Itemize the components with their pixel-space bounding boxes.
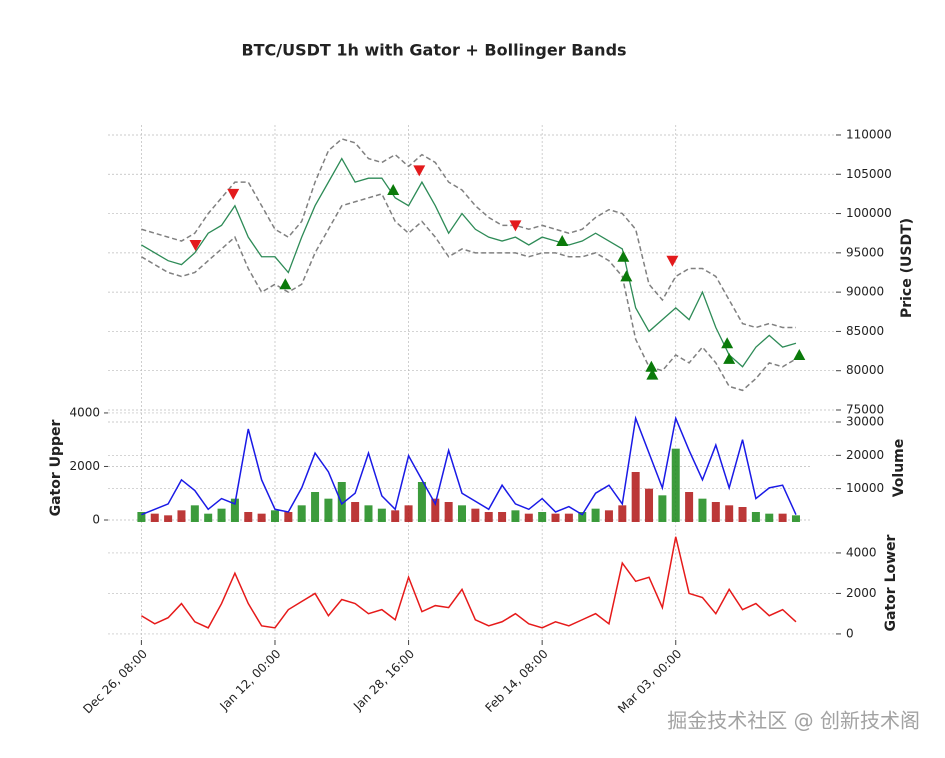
y-tick-label: 2000 — [69, 459, 100, 473]
volume-bar — [230, 498, 239, 522]
volume-bar — [458, 505, 467, 522]
volume-bar — [417, 482, 426, 522]
y-tick-label: 2000 — [846, 586, 877, 600]
bollinger-lower — [141, 193, 797, 392]
y-tick-label: 100000 — [846, 206, 892, 220]
buy-marker — [617, 250, 630, 262]
buy-marker — [793, 348, 806, 360]
volume-bar — [204, 513, 213, 522]
bollinger-upper — [141, 138, 796, 329]
y-tick-label: 95000 — [846, 245, 884, 259]
volume-bar — [244, 512, 253, 522]
y-tick-label: 4000 — [69, 405, 100, 419]
price-line — [141, 157, 797, 368]
volume-bar — [591, 508, 600, 522]
volume-bar — [538, 512, 547, 522]
y-tick-label: 85000 — [846, 324, 884, 338]
sell-marker — [413, 165, 426, 177]
y-tick-label: 75000 — [846, 403, 884, 417]
gator-lower-line — [141, 536, 797, 629]
volume-bar — [377, 508, 386, 522]
volume-bar — [190, 505, 199, 522]
volume-bar — [351, 502, 360, 522]
volume-bar — [671, 448, 680, 522]
buy-marker — [723, 352, 736, 364]
price-axis-title: Price (USDT) — [899, 218, 915, 318]
volume-bar — [511, 510, 520, 522]
volume-bar — [284, 512, 293, 522]
volume-bar — [471, 508, 480, 522]
watermark: 掘金技术社区 @ 创新技术阁 — [667, 709, 920, 733]
volume-axis-title: Volume — [891, 439, 907, 498]
volume-bar — [364, 505, 373, 522]
x-tick-label: Mar 03, 00:00 — [615, 647, 684, 716]
y-tick-label: 110000 — [846, 127, 892, 141]
sell-marker — [509, 220, 522, 232]
volume-bar — [658, 495, 667, 522]
volume-bar — [270, 510, 279, 522]
volume-bar — [618, 505, 627, 522]
volume-bar — [311, 492, 320, 522]
buy-marker — [721, 337, 734, 349]
volume-bar — [778, 513, 787, 522]
volume-bar — [564, 513, 573, 522]
volume-bar — [551, 513, 560, 522]
volume-bar — [725, 505, 734, 522]
sell-marker — [227, 188, 240, 200]
y-tick-label: 10000 — [846, 481, 884, 495]
volume-bar — [711, 502, 720, 522]
volume-bar — [431, 498, 440, 522]
volume-bar — [791, 515, 800, 522]
x-tick-label: Dec 26, 08:00 — [80, 647, 150, 717]
y-tick-label: 0 — [846, 626, 854, 640]
volume-bar — [631, 472, 640, 522]
volume-bar — [444, 502, 453, 522]
gator-lower-axis-title: Gator Lower — [883, 534, 899, 631]
y-tick-label: 30000 — [846, 415, 884, 429]
y-tick-label: 105000 — [846, 167, 892, 181]
volume-bar — [164, 515, 173, 522]
y-tick-label: 0 — [92, 512, 100, 526]
volume-bar — [324, 498, 333, 522]
x-tick-label: Feb 14, 08:00 — [482, 647, 550, 715]
sell-marker — [666, 255, 679, 267]
buy-marker — [646, 368, 659, 380]
volume-bar — [765, 513, 774, 522]
gator-upper-line — [141, 415, 797, 516]
volume-bar — [484, 512, 493, 522]
sell-marker — [189, 239, 202, 251]
y-tick-label: 80000 — [846, 363, 884, 377]
volume-bar — [738, 507, 747, 522]
buy-marker — [620, 270, 633, 282]
y-tick-label: 4000 — [846, 545, 877, 559]
volume-bar — [391, 510, 400, 522]
buy-marker — [279, 278, 292, 290]
volume-bar — [404, 505, 413, 522]
buy-marker — [645, 360, 658, 372]
volume-bar — [498, 512, 507, 522]
volume-bar — [698, 498, 707, 522]
x-tick-label: Jan 28, 16:00 — [350, 647, 417, 714]
volume-bar — [217, 508, 226, 522]
volume-bar — [257, 513, 266, 522]
gator-upper-axis-title: Gator Upper — [48, 419, 64, 516]
chart-title: BTC/USDT 1h with Gator + Bollinger Bands — [241, 41, 626, 60]
volume-bar — [578, 512, 587, 522]
volume-bar — [297, 505, 306, 522]
volume-bar — [645, 488, 654, 522]
volume-bar — [177, 510, 186, 522]
volume-bar — [137, 512, 146, 522]
x-tick-label: Jan 12, 00:00 — [217, 647, 284, 714]
volume-bar — [751, 512, 760, 522]
volume-bar — [604, 510, 613, 522]
buy-marker — [556, 235, 569, 247]
volume-bar — [524, 513, 533, 522]
volume-bar — [685, 492, 694, 522]
y-tick-label: 20000 — [846, 448, 884, 462]
volume-bar — [150, 513, 159, 522]
buy-marker — [387, 183, 400, 195]
y-tick-label: 90000 — [846, 285, 884, 299]
